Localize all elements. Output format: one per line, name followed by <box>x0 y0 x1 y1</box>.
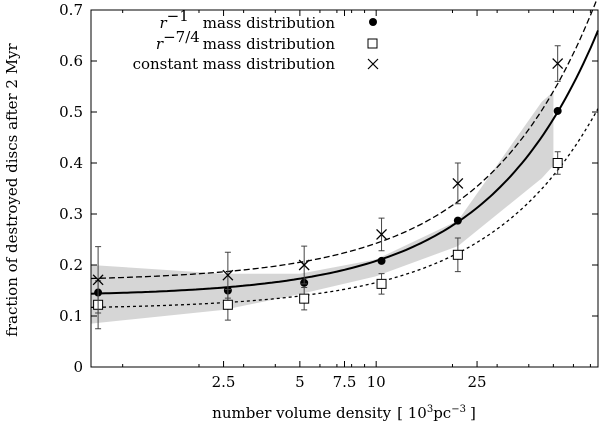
data-point-square <box>222 299 233 310</box>
uncertainty-band <box>91 91 554 324</box>
data-point-circle <box>553 106 562 115</box>
y-tick-label: 0.7 <box>59 1 83 19</box>
fit-curve-dotted <box>90 108 599 309</box>
band-layer <box>91 91 554 324</box>
y-tick-label: 0.2 <box>59 256 83 274</box>
x-tick-label: 5 <box>295 373 305 391</box>
y-tick-label: 0.4 <box>59 154 83 172</box>
legend-label-constant: constant mass distribution <box>133 55 336 73</box>
legend: r−1 mass distribution r−7/4 mass distribut… <box>133 7 379 73</box>
legend-marker-cross <box>367 58 379 70</box>
y-tick-label: 0.3 <box>59 205 83 223</box>
data-point-circle <box>453 216 462 225</box>
legend-marker-filled-circle <box>369 18 377 26</box>
point-layer <box>92 45 564 330</box>
fit-layer <box>90 0 599 309</box>
data-point-cross <box>376 228 388 240</box>
data-point-cross <box>552 58 564 70</box>
y-tick-label: 0.5 <box>59 103 83 121</box>
data-point-cross <box>92 274 104 286</box>
data-point-square <box>552 158 563 168</box>
y-tick-label: 0 <box>73 358 83 376</box>
y-tick-label: 0.1 <box>59 307 83 325</box>
x-tick-label: 2.5 <box>212 373 236 391</box>
tick-layer: 0 0.1 0.2 0.3 0.4 0.5 0.6 0.7 2.5 5 7.5 10 25 <box>59 1 598 391</box>
data-point-square <box>452 249 463 260</box>
x-axis-title: number volume density[ 103pc−3] <box>212 404 476 422</box>
legend-marker-open-square <box>367 38 378 49</box>
fit-curve-solid <box>90 30 599 295</box>
y-tick-label: 0.6 <box>59 52 83 70</box>
x-tick-label: 10 <box>367 373 386 391</box>
data-point-circle <box>377 256 386 265</box>
data-point-cross <box>452 177 464 189</box>
legend-label-r1: r−1 mass distribution <box>160 7 336 32</box>
data-point-cross <box>222 269 234 281</box>
x-tick-label: 25 <box>468 373 487 391</box>
data-point-square <box>299 293 310 304</box>
plot-frame <box>90 9 599 368</box>
data-point-square <box>376 278 387 289</box>
data-point-cross <box>298 259 310 271</box>
fit-curve-dashed <box>90 0 598 280</box>
legend-label-r74: r−7/4 mass distribution <box>156 28 335 53</box>
x-tick-label: 7.5 <box>333 373 357 391</box>
y-axis-title: fraction of destroyed discs after 2 Myr <box>3 42 21 336</box>
